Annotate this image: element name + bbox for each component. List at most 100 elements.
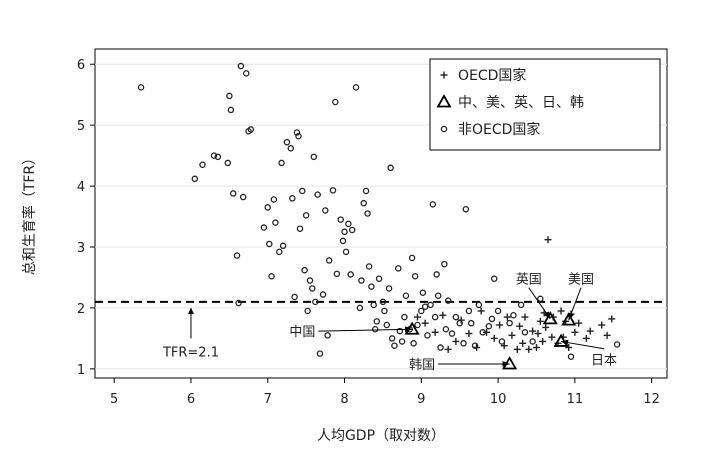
x-tick-label: 10: [490, 392, 507, 407]
oecd-point: [608, 315, 616, 323]
non-oecd-point: [295, 132, 302, 140]
legend-label: 非OECD国家: [458, 121, 540, 138]
oecd-point: [603, 331, 611, 339]
oecd-point: [439, 311, 447, 319]
non-oecd-point: [229, 190, 237, 197]
non-oecd-point: [388, 335, 396, 342]
oecd-point: [582, 334, 590, 342]
non-oecd-point: [266, 240, 273, 248]
non-oecd-point: [214, 153, 222, 161]
non-oecd-point: [537, 295, 544, 303]
non-oecd-point: [371, 326, 379, 333]
legend-marker-triangle: [436, 94, 452, 108]
y-axis: 1 2 3 4 5 6: [77, 58, 95, 378]
non-oecd-point: [264, 204, 272, 211]
y-tick-label: 1: [77, 363, 85, 378]
non-oecd-point: [391, 342, 398, 349]
non-oecd-point: [401, 313, 408, 321]
highlight-country-point: [542, 311, 558, 325]
oecd-point: [571, 328, 579, 336]
non-oecd-point: [395, 265, 402, 272]
oecd-point: [548, 333, 556, 341]
non-oecd-point: [260, 224, 268, 231]
non-oecd-point: [235, 299, 242, 307]
oecd-point: [444, 345, 452, 353]
non-oecd-point: [268, 273, 275, 280]
oecd-point: [519, 339, 527, 347]
non-oecd-point: [364, 210, 371, 217]
non-oecd-point: [431, 313, 439, 321]
non-oecd-point: [312, 298, 319, 306]
non-oecd-point: [345, 220, 352, 228]
oecd-point: [490, 334, 498, 342]
non-oecd-point: [441, 260, 448, 268]
oecd-point: [565, 344, 573, 352]
legend-label: OECD国家: [458, 67, 526, 84]
non-oecd-point: [348, 226, 356, 234]
non-oecd-point: [283, 138, 291, 146]
legend-label: 中、美、英、日、韩: [458, 94, 584, 111]
oecd-point: [525, 345, 533, 353]
non-oecd-point: [485, 322, 493, 330]
non-oecd-point: [137, 84, 145, 91]
non-oecd-point: [498, 338, 506, 345]
x-tick-label: 12: [643, 392, 660, 407]
oecd-point: [473, 344, 481, 352]
non-oecd-point: [199, 161, 206, 169]
non-oecd-point: [276, 248, 283, 256]
non-oecd-point: [433, 271, 440, 278]
annotation-leader-line: [560, 340, 605, 350]
non-oecd-point: [270, 196, 278, 203]
annotation-label: 韩国: [409, 358, 435, 373]
non-oecd-point: [325, 257, 333, 264]
oecd-point: [457, 316, 465, 324]
highlight-country-point: [561, 312, 577, 326]
oecd-point: [513, 345, 521, 353]
oecd-point: [503, 313, 511, 321]
non-oecd-point: [424, 332, 431, 339]
non-oecd-point: [506, 319, 513, 327]
non-oecd-point: [239, 193, 247, 201]
non-oecd-point: [304, 307, 311, 315]
annotation-leader-line: [318, 328, 413, 332]
non-oecd-point: [452, 313, 460, 321]
non-oecd-point: [347, 271, 354, 278]
annotation-label: 日本: [591, 354, 617, 369]
oecd-point: [452, 337, 460, 345]
oecd-point: [413, 313, 421, 321]
non-oecd-point: [329, 187, 337, 194]
non-oecd-point: [379, 298, 387, 306]
non-oecd-point: [385, 285, 393, 292]
annotation-label: 美国: [568, 273, 594, 288]
scatter-points: [137, 62, 621, 370]
non-oecd-point: [421, 303, 429, 310]
non-oecd-point: [333, 270, 341, 278]
non-oecd-point: [381, 307, 388, 315]
non-oecd-point: [427, 301, 434, 309]
oecd-point: [598, 321, 606, 329]
non-oecd-point: [247, 126, 255, 133]
legend-marker-plus: [440, 71, 448, 79]
non-oecd-point: [373, 318, 381, 325]
x-tick-label: 11: [567, 392, 584, 407]
non-oecd-point: [278, 159, 285, 167]
x-tick-label: 5: [110, 392, 118, 407]
x-axis: 5 6 7 8 9 10 11 12: [110, 378, 660, 407]
oecd-point: [534, 330, 542, 338]
non-oecd-point: [467, 319, 475, 327]
non-oecd-point: [462, 205, 470, 213]
non-oecd-point: [460, 340, 467, 347]
non-oecd-point: [494, 307, 502, 315]
oecd-point: [500, 342, 508, 350]
non-oecd-point: [613, 341, 621, 348]
non-oecd-point: [448, 330, 456, 337]
non-oecd-point: [324, 332, 331, 339]
annotation-label: 英国: [516, 273, 542, 288]
non-oecd-point: [419, 289, 427, 296]
non-oecd-point: [362, 187, 370, 195]
non-oecd-point: [319, 291, 327, 298]
non-oecd-point: [387, 164, 394, 172]
annotation-arrow-head: [502, 360, 510, 367]
oecd-point: [508, 331, 516, 339]
oecd-point: [557, 307, 565, 315]
